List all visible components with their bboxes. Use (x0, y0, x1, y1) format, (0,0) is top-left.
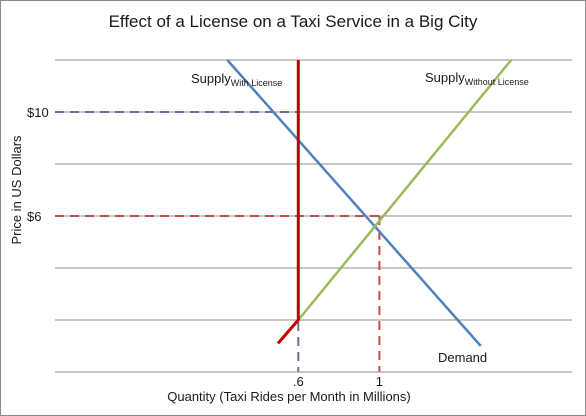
x-axis-label: Quantity (Taxi Rides per Month in Millio… (167, 389, 410, 404)
tick-labels: $10 $6 .6 1 (27, 105, 383, 389)
x-tick-label-0: .6 (293, 374, 304, 389)
demand-label: Demand (438, 350, 487, 365)
grid-lines (55, 59, 572, 321)
supply-without-license-label: SupplyWithout License (425, 70, 529, 87)
supply-with-license-label: SupplyWith License (191, 71, 282, 88)
series-lines (226, 59, 513, 347)
y-tick-label-0: $10 (27, 105, 49, 120)
y-tick-label-1: $6 (27, 209, 41, 224)
supply-with-license-line (276, 60, 300, 345)
series-labels: SupplyWith License SupplyWithout License D… (191, 70, 529, 365)
demand-line (226, 59, 482, 347)
reference-lines (55, 111, 381, 372)
chart-title: Effect of a License on a Taxi Service in… (108, 12, 478, 31)
x-tick-label-1: 1 (376, 374, 383, 389)
supply-without-license-line (297, 59, 513, 321)
y-axis-label: Price in US Dollars (9, 135, 24, 245)
